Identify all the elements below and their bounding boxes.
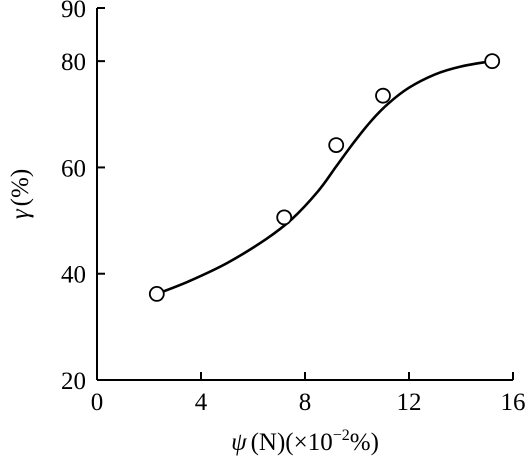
data-points bbox=[148, 53, 501, 302]
x-tick-label: 16 bbox=[501, 389, 525, 416]
x-axis-label: ψ (N)(×10−2%) bbox=[231, 427, 379, 456]
x-tick-label: 0 bbox=[91, 389, 104, 416]
y-tick-label: 40 bbox=[61, 262, 86, 289]
x-axis-label-exponent: −2 bbox=[333, 427, 350, 444]
y-tick-label: 20 bbox=[61, 368, 86, 395]
y-axis-label-unit: (%) bbox=[7, 169, 34, 206]
y-tick-label: 80 bbox=[61, 49, 86, 76]
x-tick-label: 4 bbox=[195, 389, 208, 416]
data-point bbox=[328, 137, 345, 154]
plot-area: 0 4 8 12 16 20 40 60 80 90 bbox=[61, 0, 525, 416]
data-point bbox=[276, 209, 293, 226]
data-point bbox=[375, 87, 391, 104]
x-tick-label: 12 bbox=[397, 389, 422, 416]
x-axis-label-end: %) bbox=[350, 429, 379, 456]
x-axis-label-symbol: ψ bbox=[231, 429, 247, 456]
x-axis-label-unit: (N)(×10 bbox=[251, 429, 333, 456]
y-ticks: 20 40 60 80 90 bbox=[61, 0, 105, 395]
fit-curve bbox=[156, 59, 493, 296]
y-tick-label: 60 bbox=[61, 155, 86, 182]
y-axis-label: γ (%) bbox=[7, 169, 34, 219]
data-point bbox=[484, 53, 501, 70]
y-axis-label-symbol: γ bbox=[7, 208, 34, 219]
x-ticks: 0 4 8 12 16 bbox=[91, 372, 525, 416]
y-tick-label: 90 bbox=[61, 0, 86, 23]
x-tick-label: 8 bbox=[299, 389, 312, 416]
data-point bbox=[148, 286, 165, 302]
